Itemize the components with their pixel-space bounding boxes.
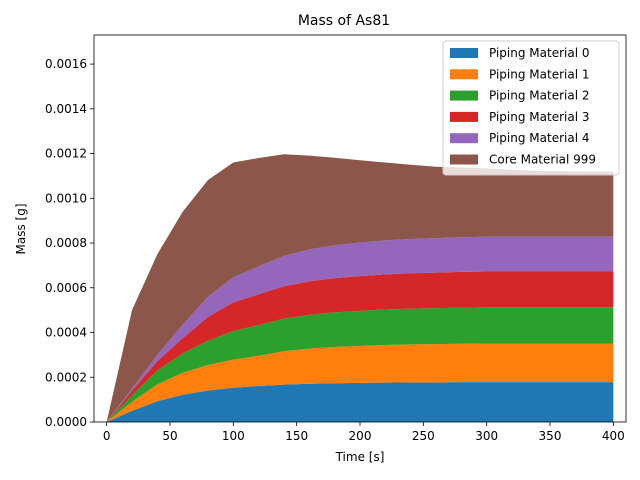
plot-frame [93, 34, 627, 423]
x-axis-ticks: 0 50 100 150 200 250 300 350 400 [103, 422, 625, 443]
legend: Piping Material 0 Piping Material 1 Piping… [442, 40, 620, 176]
chart-title: Mass of As81 [298, 13, 390, 29]
legend-label-piping-material-3: Piping Material 3 [489, 110, 590, 124]
y-tick-label: 0.0010 [45, 191, 87, 205]
area-piping-material-2 [106, 307, 614, 422]
legend-label-piping-material-2: Piping Material 2 [489, 89, 590, 103]
legend-swatch-piping-material-1 [450, 69, 478, 80]
legend-label-core-material-999: Core Material 999 [489, 153, 596, 167]
x-tick-label: 200 [349, 429, 372, 443]
x-tick-label: 0 [103, 429, 111, 443]
y-axis-ticks: 0.0000 0.0002 0.0004 0.0006 0.0008 0.0010 0.00… [45, 57, 94, 429]
legend-swatch-core-material-999 [450, 154, 478, 165]
area-piping-material-3 [106, 271, 614, 422]
y-tick-label: 0.0002 [45, 370, 87, 384]
legend-swatch-piping-material-3 [450, 111, 478, 122]
legend-swatch-piping-material-2 [450, 90, 478, 101]
x-tick-label: 350 [539, 429, 562, 443]
x-tick-label: 50 [162, 429, 177, 443]
y-axis-label: Mass [g] [14, 203, 28, 254]
x-tick-label: 300 [475, 429, 498, 443]
x-tick-label: 250 [412, 429, 435, 443]
y-tick-label: 0.0004 [45, 326, 87, 340]
area-series-group [106, 154, 614, 423]
y-tick-label: 0.0008 [45, 236, 87, 250]
area-piping-material-0 [106, 382, 614, 422]
legend-swatch-piping-material-0 [450, 48, 478, 58]
x-axis-label: Time [s] [335, 450, 385, 464]
area-piping-material-4 [106, 236, 614, 422]
y-tick-label: 0.0014 [45, 102, 87, 116]
x-tick-label: 100 [222, 429, 245, 443]
y-tick-label: 0.0012 [45, 147, 87, 161]
legend-label-piping-material-4: Piping Material 4 [489, 131, 590, 145]
x-tick-label: 400 [602, 429, 625, 443]
legend-swatch-piping-material-4 [450, 133, 478, 144]
area-core-material-999 [106, 154, 614, 423]
y-tick-label: 0.0006 [45, 281, 87, 295]
x-tick-label: 150 [285, 429, 308, 443]
y-tick-label: 0.0016 [45, 57, 87, 71]
area-piping-material-1 [106, 343, 614, 422]
legend-box [442, 40, 620, 176]
legend-label-piping-material-1: Piping Material 1 [489, 67, 590, 81]
y-tick-label: 0.0000 [45, 415, 87, 429]
legend-label-piping-material-0: Piping Material 0 [489, 46, 590, 60]
